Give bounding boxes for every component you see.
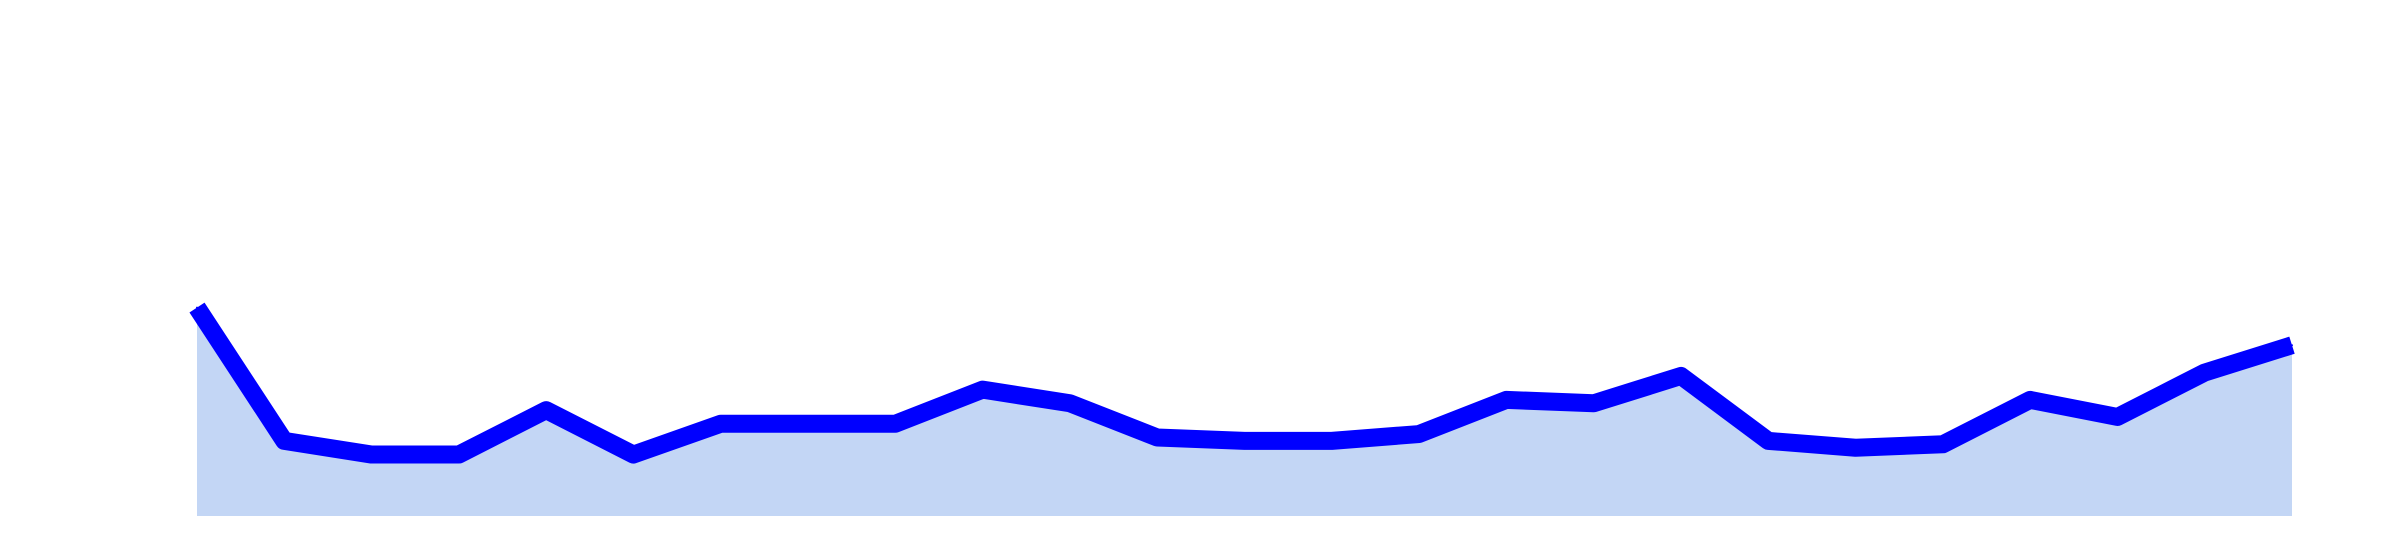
data-point bbox=[457, 453, 460, 456]
data-point bbox=[1330, 439, 1333, 442]
data-point bbox=[370, 453, 373, 456]
data-point bbox=[981, 388, 984, 391]
data-point bbox=[1941, 443, 1944, 446]
data-point bbox=[807, 422, 810, 425]
data-point bbox=[1592, 402, 1595, 405]
data-point bbox=[2029, 398, 2032, 401]
data-point bbox=[1767, 439, 1770, 442]
data-point bbox=[1505, 398, 1508, 401]
data-point bbox=[545, 409, 548, 412]
data-point bbox=[1156, 436, 1159, 439]
data-point bbox=[1679, 374, 1682, 377]
data-point bbox=[2116, 415, 2119, 418]
data-point bbox=[2203, 371, 2206, 374]
data-point bbox=[196, 306, 198, 309]
area-fill bbox=[197, 307, 2292, 516]
line-layer bbox=[189, 302, 2295, 464]
data-point bbox=[2291, 344, 2293, 347]
data-point bbox=[1854, 446, 1857, 449]
data-point bbox=[1068, 402, 1071, 405]
data-point bbox=[632, 453, 635, 456]
area-layer bbox=[197, 307, 2292, 516]
data-point bbox=[894, 422, 897, 425]
data-point bbox=[283, 439, 286, 442]
data-point bbox=[1243, 439, 1246, 442]
data-point bbox=[1418, 433, 1421, 436]
data-point bbox=[719, 422, 722, 425]
